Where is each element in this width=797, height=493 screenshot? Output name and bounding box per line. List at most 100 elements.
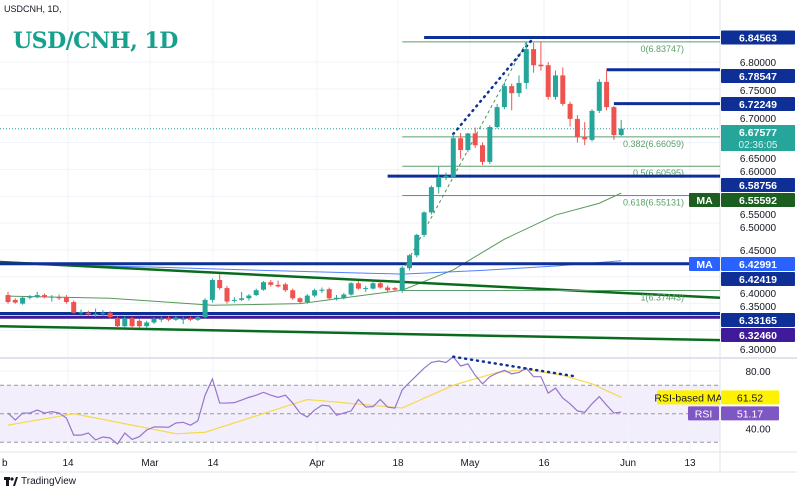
ma-value-label-box: [721, 193, 795, 207]
candle-body: [12, 299, 18, 303]
candle: [465, 132, 471, 153]
candle-body: [538, 64, 544, 67]
candle-body: [85, 312, 91, 315]
chart-title: USD/CNH, 1D: [13, 28, 178, 54]
candle-body: [334, 297, 339, 299]
candle: [582, 122, 588, 146]
candle: [414, 233, 420, 258]
candle: [129, 316, 135, 329]
countdown-label: 02:36:05: [739, 140, 778, 151]
candle-body: [596, 81, 602, 111]
candle: [567, 101, 573, 127]
candle-body: [151, 318, 157, 323]
tradingview-footer[interactable]: TradingView: [4, 476, 76, 487]
tradingview-logo-icon: [4, 477, 18, 486]
candle: [363, 285, 369, 292]
fib-level-label: 0.382(6.66059): [623, 139, 684, 149]
candle: [304, 293, 310, 304]
candle-body: [122, 318, 128, 327]
candle: [180, 316, 186, 325]
candle-body: [385, 287, 391, 291]
candle-body: [107, 312, 113, 318]
candle: [392, 287, 398, 292]
time-tick-label: 16: [538, 458, 550, 469]
price-tick-label: 6.75000: [740, 86, 777, 97]
rsi-ma-tag: RSI-based MA: [654, 392, 722, 404]
candle: [421, 211, 427, 238]
current-price-label: 6.67577: [739, 127, 777, 139]
price-tick-label: 6.65000: [740, 154, 777, 165]
candle-body: [509, 86, 515, 94]
price-tick-label: 6.60000: [740, 167, 777, 178]
rsi-ma-tag-box: [657, 390, 720, 405]
level-price-label: 6.58756: [739, 180, 777, 192]
candle-body: [319, 289, 325, 291]
candle: [56, 294, 62, 300]
time-tick-label: 14: [62, 458, 74, 469]
time-tick-label: 18: [392, 458, 404, 469]
candle-body: [297, 298, 303, 303]
candle-body: [618, 128, 624, 136]
candle-body: [290, 290, 296, 299]
candle: [370, 282, 376, 290]
candle: [472, 127, 478, 148]
candle-body: [195, 317, 201, 320]
candle: [136, 319, 142, 328]
price-tick-label: 6.50000: [740, 223, 777, 234]
candle: [509, 83, 515, 111]
symbol-label: USDCNH, 1D,: [4, 4, 62, 14]
price-tick-label: 6.55000: [740, 210, 777, 221]
candle-body: [27, 296, 33, 298]
candle-body: [144, 322, 150, 327]
candle: [12, 298, 18, 304]
candle: [377, 281, 383, 289]
candle: [480, 142, 485, 166]
level-price-label-box: [721, 69, 795, 83]
level-price-label-box: [721, 312, 795, 327]
candle-body: [20, 297, 26, 304]
candle-body: [56, 297, 62, 299]
candle-body: [202, 299, 208, 318]
candle: [494, 103, 500, 129]
candle-body: [304, 295, 310, 303]
candle-body: [49, 296, 55, 298]
candle: [224, 285, 230, 304]
candle-body: [604, 81, 610, 108]
candle: [436, 166, 442, 194]
level-price-label-box: [721, 271, 795, 286]
candle-body: [341, 294, 347, 299]
candle: [151, 317, 157, 325]
price-tick-label: 6.70000: [740, 114, 777, 125]
time-tick-label: Jun: [620, 458, 636, 469]
candle: [348, 282, 354, 296]
candle: [407, 254, 412, 271]
level-price-label: 6.32460: [739, 330, 777, 342]
candle-body: [42, 295, 47, 298]
candle: [611, 106, 617, 140]
candle-body: [370, 283, 376, 289]
candle: [501, 82, 507, 110]
candle: [560, 67, 566, 107]
candle-body: [209, 280, 215, 300]
candle: [618, 119, 624, 137]
candle-body: [239, 298, 245, 300]
candle-body: [275, 284, 281, 287]
ma-tag-box: [689, 256, 720, 271]
rsi-value-label-box: [721, 406, 779, 421]
candle-body: [158, 318, 164, 320]
candle: [282, 282, 288, 292]
price-tick-label: 6.35000: [740, 302, 777, 313]
candle-body: [589, 110, 595, 140]
candle-body: [567, 103, 573, 119]
ma50-line: [7, 192, 622, 306]
candle: [596, 79, 602, 114]
candle: [107, 311, 113, 319]
candle: [202, 298, 208, 319]
candle: [115, 316, 120, 328]
candle-body: [443, 175, 449, 177]
rsi-tick-label: 40.00: [745, 424, 770, 435]
candle: [545, 62, 551, 100]
candle: [78, 309, 84, 316]
current-price-box: [721, 125, 795, 151]
